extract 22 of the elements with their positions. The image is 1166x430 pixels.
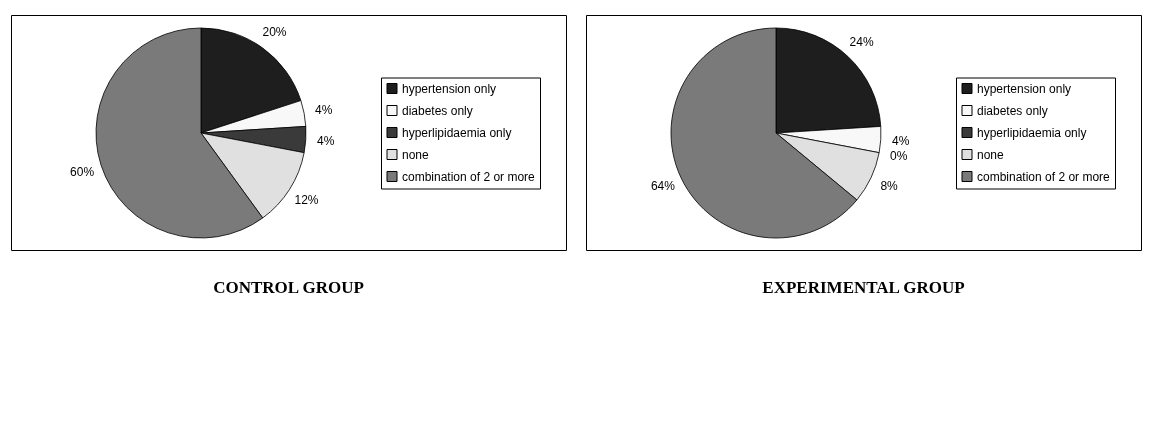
- data-label: 60%: [70, 164, 95, 179]
- legend-label: combination of 2 or more: [977, 169, 1111, 184]
- legend-label: diabetes only: [402, 103, 473, 118]
- data-label: 4%: [892, 133, 910, 148]
- data-label: 64%: [650, 179, 676, 194]
- legend-label: diabetes only: [977, 103, 1048, 118]
- data-label: 20%: [262, 24, 287, 39]
- data-label: 8%: [880, 179, 899, 194]
- data-label: 24%: [849, 34, 874, 49]
- legend-label: combination of 2 or more: [402, 169, 536, 184]
- text: 0%: [890, 149, 908, 164]
- data-label: 4%: [315, 102, 333, 117]
- data-label: 4%: [317, 133, 335, 148]
- legend-label: none: [402, 147, 430, 162]
- legend-label: hypertension only: [402, 81, 497, 96]
- legend-label: hypertension only: [977, 81, 1072, 96]
- legend-label: hyperlipidaemia only: [977, 125, 1087, 140]
- legend-label: none: [977, 147, 1005, 162]
- text: EXPERIMENTAL GROUP: [762, 278, 965, 297]
- text: CONTROL GROUP: [213, 278, 364, 297]
- data-label: 12%: [294, 192, 319, 207]
- legend-label: hyperlipidaemia only: [402, 125, 512, 140]
